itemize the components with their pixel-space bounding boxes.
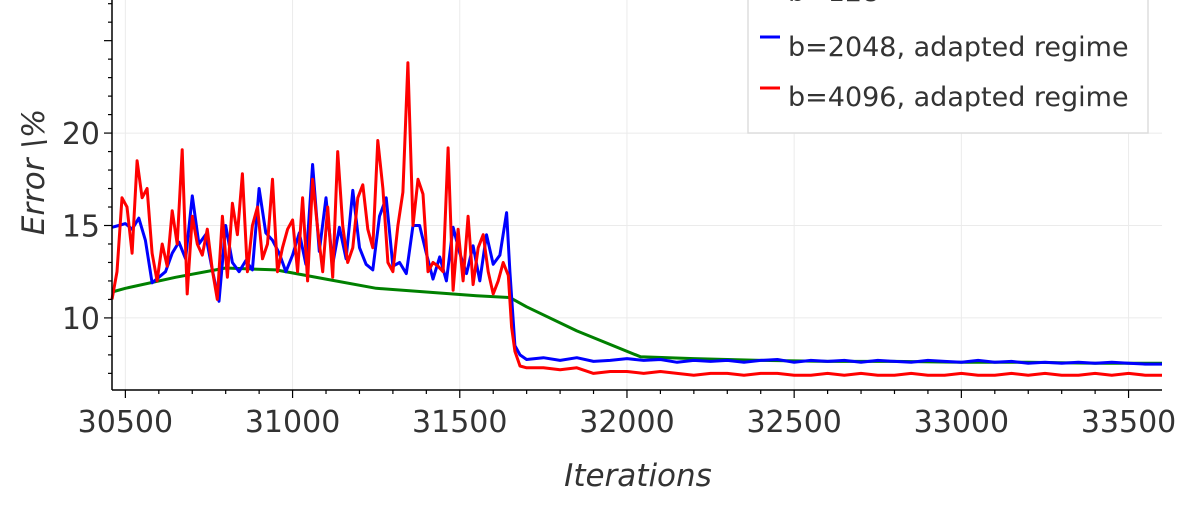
x-tick-label: 31000 <box>245 405 340 440</box>
axes <box>111 0 1162 391</box>
series-layer <box>110 61 1162 377</box>
x-tick-label: 31500 <box>412 405 507 440</box>
x-axis-title: Iterations <box>564 458 712 494</box>
y-tick-label: 15 <box>62 209 100 244</box>
legend-label-b2048: b=2048, adapted regime <box>788 32 1129 63</box>
y-tick-label: 20 <box>62 117 100 152</box>
y-axis-ticks: 10 15 20 <box>62 3 112 374</box>
x-tick-label: 32500 <box>746 405 841 440</box>
series-line-b4096 <box>110 61 1162 377</box>
y-axis-title: Error \% <box>16 109 52 236</box>
x-tick-label: 33000 <box>914 405 1009 440</box>
y-tick-label: 10 <box>62 302 100 337</box>
legend-label-b128: b=128 <box>788 0 879 8</box>
x-tick-label: 30500 <box>78 405 173 440</box>
legend: b=128 b=2048, adapted regime b=4096, ada… <box>747 0 1149 134</box>
x-axis-ticks: 30500 31000 31500 32000 32500 33000 33500 <box>78 390 1176 440</box>
legend-box <box>747 0 1149 134</box>
x-tick-label: 33500 <box>1081 405 1176 440</box>
x-tick-label: 32000 <box>579 405 674 440</box>
legend-label-b4096: b=4096, adapted regime <box>788 82 1129 113</box>
